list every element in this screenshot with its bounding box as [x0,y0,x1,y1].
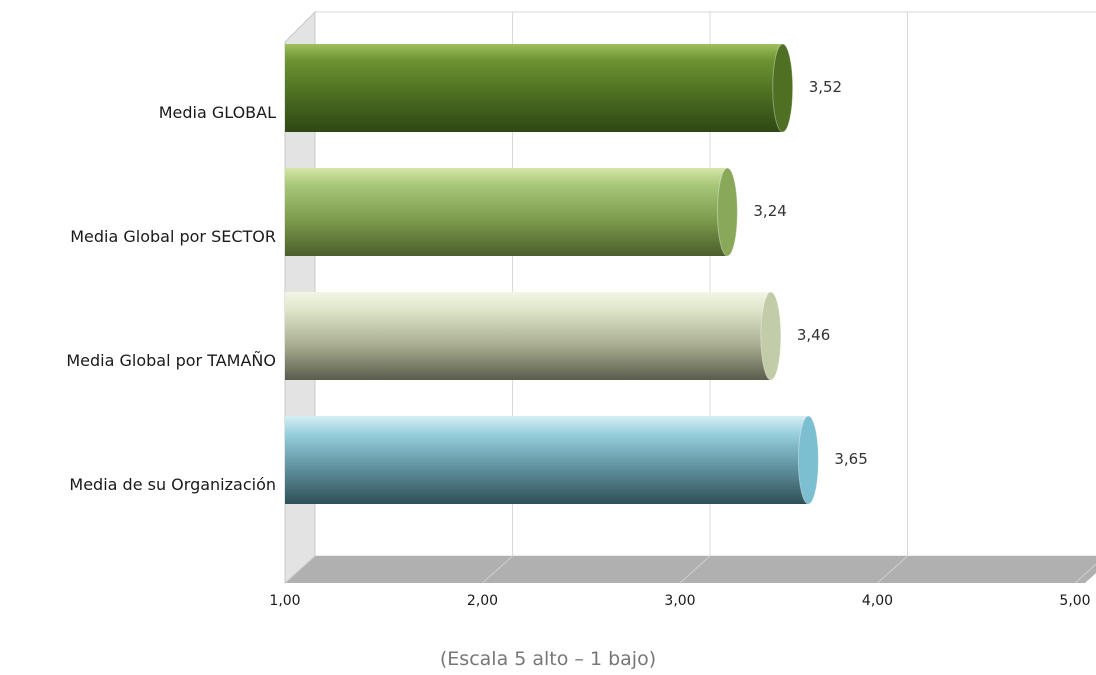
scale-caption: (Escala 5 alto – 1 bajo) [439,648,657,670]
x-axis-tick-labels: 1,00 2,00 3,00 4,00 5,00 [269,593,1090,609]
bar-cap [716,167,738,257]
x-tick-label: 2,00 [467,593,498,609]
floor-gridline [284,555,316,584]
floor-gridline [1074,563,1096,584]
floor-gridline [679,555,711,584]
data-label: 3,65 [834,450,867,468]
bar [285,44,783,132]
x-tick-label: 4,00 [862,593,893,609]
bar [285,168,728,256]
data-label: 3,52 [809,78,842,96]
category-label: Media de su Organización [69,475,276,494]
x-tick-label: 3,00 [664,593,695,609]
plot-floor [285,556,1096,583]
data-label: 3,24 [753,202,786,220]
category-label: Media Global por SECTOR [70,227,276,246]
floor-gridline [482,555,513,584]
x-tick-label: 1,00 [269,593,300,609]
bar-cap [797,415,819,505]
bar-cap [760,291,782,381]
category-label: Media GLOBAL [159,103,276,122]
floor-gridline [877,555,908,584]
bar [285,292,771,380]
bar-cap [772,43,794,133]
bar [285,416,809,504]
category-label: Media Global por TAMAÑO [66,351,276,370]
x-tick-label: 5,00 [1059,593,1090,609]
data-label: 3,46 [797,326,830,344]
category-labels: Media GLOBAL Media Global por SECTOR Media… [66,103,276,494]
data-labels: 3,52 3,24 3,46 3,65 [753,78,867,468]
bars [285,43,819,505]
